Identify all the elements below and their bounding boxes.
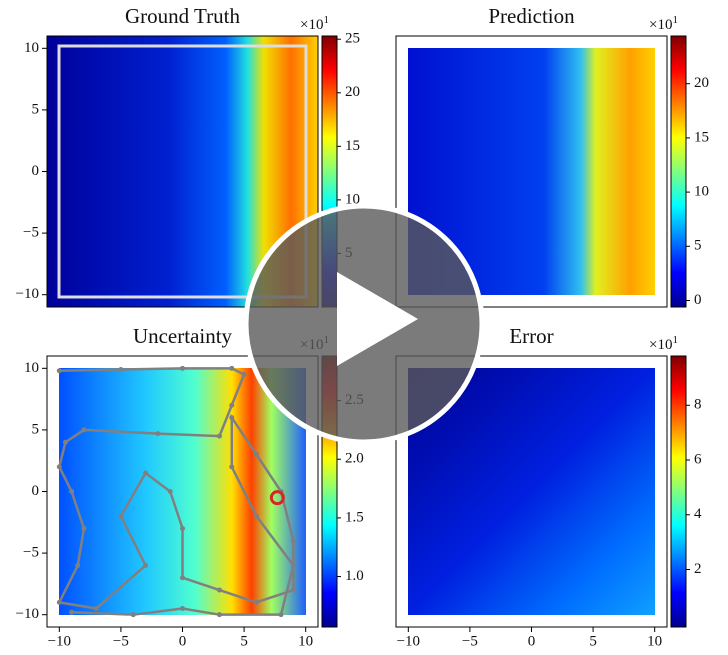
x-tick-label: −5 [462,633,478,649]
trajectory-point [81,525,87,531]
panel-title: Error [509,324,553,348]
offset-base: ×10 [300,17,323,33]
trajectory-point [216,433,222,439]
play-icon[interactable] [337,272,418,366]
x-tick-label: 0 [528,633,536,649]
offset-base: ×10 [649,17,672,33]
y-tick-label: −10 [16,606,39,622]
trajectory-point [81,427,87,433]
panel-title: Uncertainty [133,324,233,348]
trajectory-point [253,599,259,605]
panels: Ground Truth−10−50510510152025×101Predic… [16,4,709,650]
trajectory-point [143,470,149,476]
colorbar-tick-label: 15 [694,129,709,145]
panel: Ground Truth−10−50510510152025×101 [16,4,360,308]
position-marker [269,490,285,506]
trajectory-point [180,606,185,612]
y-tick-label: −10 [16,286,39,302]
trajectory-point [216,587,222,593]
trajectory-point [278,612,284,618]
x-tick-label: 5 [589,633,597,649]
axes-frame [395,35,668,308]
trajectory-point [155,431,161,437]
x-tick-label: 10 [647,633,662,649]
trajectory-point [62,439,68,445]
trajectory-point [75,562,81,568]
trajectory-point [143,562,149,568]
trajectory-point [290,562,296,568]
offset-exponent: 1 [672,14,678,26]
colorbar-tick-label: 25 [345,31,360,47]
colorbar-tick-label: 6 [694,451,702,467]
offset-exponent: 1 [323,14,329,26]
trajectory-point [253,513,259,519]
trajectory-point [180,365,185,371]
colorbar-tick-label: 1.5 [345,509,364,525]
y-tick-label: 10 [24,40,39,56]
region-frame [57,44,308,299]
trajectory-point [118,367,124,373]
colorbar-tick-label: 20 [694,75,709,91]
colorbar-tick-label: 10 [345,191,360,207]
trajectory-point [216,612,222,618]
y-tick-label: 5 [32,101,40,117]
colorbar-offset: ×101 [649,334,678,354]
colorbar-offset: ×101 [649,14,678,34]
colorbar [670,355,687,628]
panel-title: Prediction [488,4,575,28]
y-tick-label: 10 [24,360,39,376]
trajectory-point [180,525,185,531]
trajectory-point [180,575,185,581]
colorbar-tick-label: 4 [694,506,702,522]
colorbar-tick-label: 1.0 [345,568,364,584]
y-tick-label: −5 [23,225,39,241]
x-tick-label: −5 [113,633,129,649]
x-tick-label: 10 [298,633,313,649]
colorbar-tick-label: 10 [694,184,709,200]
trajectory-point [241,371,247,377]
y-tick-label: 0 [32,483,40,499]
x-tick-label: 5 [240,633,248,649]
colorbar-tick-label: 5 [694,238,702,254]
colorbar-tick-label: 0 [694,292,702,308]
panel-title: Ground Truth [125,4,240,28]
trajectory-point [93,606,99,612]
trajectory-point [229,365,235,371]
colorbar-offset: ×101 [300,14,329,34]
colorbar-tick-label: 20 [345,84,360,100]
colorbar-tick-label: 8 [694,397,702,413]
trajectory-point [253,452,259,458]
trajectory-point [290,587,296,593]
trajectory-point [56,599,62,605]
offset-exponent: 1 [672,334,678,346]
trajectory-point [69,489,75,494]
offset-base: ×10 [649,337,672,353]
y-tick-label: 0 [32,163,40,179]
trajectory-point [290,538,296,544]
x-tick-label: −10 [48,633,71,649]
trajectory-point [229,464,235,470]
play-button[interactable] [243,203,485,445]
trajectory-point [229,402,235,408]
colorbar [670,35,687,308]
colorbar-tick-label: 2 [694,561,702,577]
y-tick-label: 5 [32,421,40,437]
trajectory-point [56,464,62,470]
trajectory-point [167,489,173,494]
y-tick-label: −5 [23,545,39,561]
trajectory-point [130,612,136,618]
x-tick-label: −10 [397,633,420,649]
colorbar-tick-label: 15 [345,138,360,154]
trajectory-point [56,368,62,374]
x-tick-label: 0 [179,633,187,649]
colorbar-tick-label: 2.0 [345,451,364,467]
trajectory-point [229,415,235,421]
trajectory-point [118,513,124,519]
trajectory-point [69,609,75,615]
